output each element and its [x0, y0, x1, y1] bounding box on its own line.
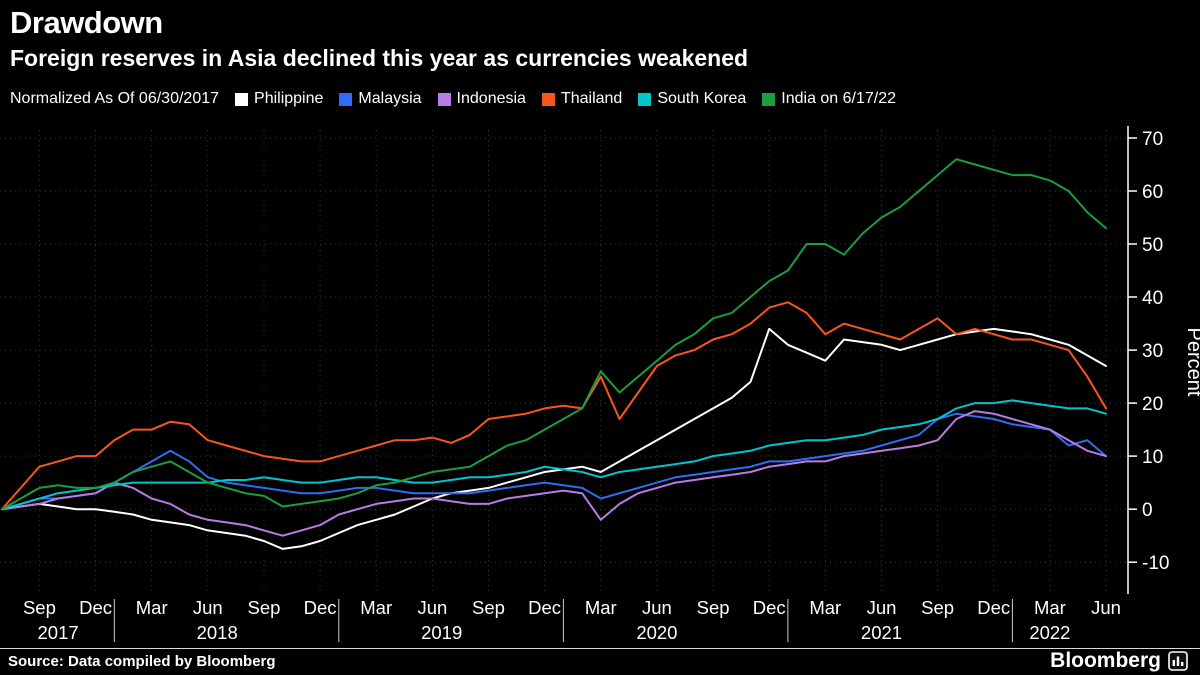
x-tick-label: Sep [921, 597, 954, 618]
legend-swatch [541, 92, 555, 106]
legend-item: Philippine [235, 90, 323, 108]
year-label: 2021 [861, 622, 902, 643]
y-tick-label: 70 [1142, 129, 1163, 150]
legend-item: South Korea [638, 90, 746, 108]
x-tick-label: Mar [136, 597, 168, 618]
x-tick-label: Mar [585, 597, 617, 618]
legend-label: Thailand [560, 90, 623, 107]
x-tick-label: Jun [867, 597, 897, 618]
y-tick-label: 0 [1142, 500, 1153, 521]
legend-swatch [235, 92, 249, 106]
x-tick-label: Dec [304, 597, 337, 618]
x-tick-label: Jun [1091, 597, 1121, 618]
year-label: 2018 [197, 622, 238, 643]
legend-label: Indonesia [456, 90, 526, 107]
series-line-india [1, 158, 1107, 511]
legend-item: Malaysia [339, 90, 422, 108]
series-line-philippine [1, 327, 1107, 550]
series-line-malaysia [1, 412, 1107, 511]
x-tick-label: Dec [753, 597, 786, 618]
line-chart: 70 60 50 40 30 20 10 0 -10 Percent Sep Dec Mar Jun Sep… [0, 126, 1200, 643]
series-line-south-korea [1, 399, 1107, 511]
y-tick-label: 30 [1142, 341, 1163, 362]
bloomberg-logo-icon [1168, 651, 1188, 671]
series-line-indonesia [1, 410, 1107, 537]
x-tick-label: Mar [809, 597, 841, 618]
x-tick-label: Sep [472, 597, 505, 618]
legend-swatch [437, 92, 451, 106]
series-line-thailand [1, 301, 1107, 511]
y-tick-label: 20 [1142, 394, 1163, 415]
x-tick-label: Mar [1034, 597, 1066, 618]
y-axis-title: Percent [1183, 328, 1200, 397]
legend-item: India on 6/17/22 [762, 90, 896, 108]
x-tick-label: Sep [248, 597, 281, 618]
y-tick-label: 60 [1142, 182, 1163, 203]
chart-title: Drawdown [10, 5, 163, 40]
legend-swatch [339, 92, 353, 106]
x-tick-label: Mar [360, 597, 392, 618]
year-label: 2017 [38, 622, 79, 643]
x-tick-label: Dec [79, 597, 112, 618]
year-label: 2022 [1029, 622, 1070, 643]
y-tick-label: 40 [1142, 288, 1163, 309]
legend-label: Malaysia [358, 90, 422, 107]
chart-legend: Normalized As Of 06/30/2017 Philippine Ma… [10, 90, 896, 108]
year-label: 2020 [636, 622, 677, 643]
legend-label: Philippine [254, 90, 324, 107]
legend-swatch [762, 92, 776, 106]
legend-item: Indonesia [437, 90, 526, 108]
x-tick-label: Dec [977, 597, 1010, 618]
legend-swatch [638, 92, 652, 106]
year-label: 2019 [421, 622, 462, 643]
legend-items: Philippine Malaysia Indonesia Thailand South… [235, 90, 896, 108]
source-note: Source: Data compiled by Bloomberg [8, 653, 276, 670]
legend-label: India on 6/17/22 [781, 90, 897, 107]
y-tick-label: 50 [1142, 235, 1163, 256]
x-tick-label: Jun [642, 597, 672, 618]
bloomberg-logo: Bloomberg [1050, 649, 1188, 673]
x-tick-label: Jun [193, 597, 223, 618]
legend-item: Thailand [541, 90, 623, 108]
y-tick-label: -10 [1142, 553, 1169, 574]
chart-subtitle: Foreign reserves in Asia declined this y… [10, 45, 749, 71]
legend-label: South Korea [657, 90, 747, 107]
bloomberg-wordmark: Bloomberg [1050, 649, 1161, 672]
x-tick-label: Dec [528, 597, 561, 618]
x-tick-label: Jun [417, 597, 447, 618]
x-tick-label: Sep [23, 597, 56, 618]
y-tick-label: 10 [1142, 447, 1163, 468]
legend-note: Normalized As Of 06/30/2017 [10, 90, 220, 107]
x-tick-label: Sep [697, 597, 730, 618]
footer-divider [0, 648, 1200, 649]
